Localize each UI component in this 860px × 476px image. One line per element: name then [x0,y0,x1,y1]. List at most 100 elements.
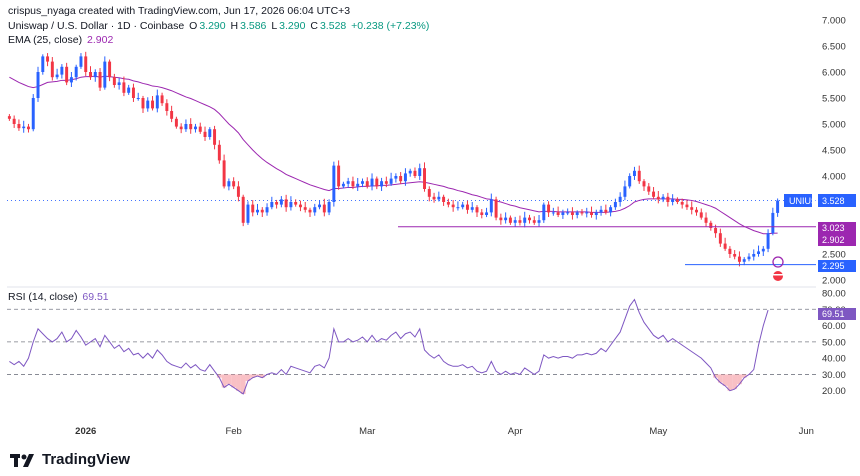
time-axis: 2026 Feb Mar Apr May Jun [75,426,814,437]
candle-body [680,202,684,205]
candle-body [699,212,703,218]
candle-body [294,202,298,205]
low-value: 3.290 [279,20,306,32]
rsi-oversold-fill [255,374,260,377]
candle-body [728,248,732,254]
candle-body [222,160,226,187]
candle-body [413,170,417,176]
candle-body [103,61,107,88]
candle-body [289,202,293,208]
candle-body [647,186,651,192]
candle-body [637,170,641,182]
symbol-name[interactable]: Uniswap / U.S. Dollar · 1D · Coinbase [8,20,185,32]
candle-body [375,178,379,187]
us-flag-icon[interactable] [773,271,783,281]
candle-body [551,212,555,214]
rsi-value: 69.51 [82,291,109,303]
rsi-oversold-fill [226,374,232,385]
candle-body [394,176,398,179]
candle-body [518,220,522,223]
rsi-oversold-fill [236,374,241,391]
candle-body [685,204,689,208]
rsi-oversold-fill [713,374,718,378]
rsi-legend[interactable]: RSI (14, close) 69.51 [8,291,111,303]
candle-body [22,126,26,129]
candle-body [284,199,288,208]
candle-body [370,178,374,187]
candle-body [442,196,446,202]
candle-body [418,168,422,176]
candle-body [547,204,551,213]
candle-body [155,95,159,109]
candle-body [322,204,326,213]
candle-body [403,173,407,182]
candle-body [714,228,718,234]
candle-body [26,126,30,130]
candle-body [12,118,16,124]
candle-body [513,220,517,223]
candle-body [389,178,393,184]
level-text: 3.023 [822,223,845,233]
candle-body [718,233,722,244]
candlestick-series [7,51,780,267]
candle-body [642,181,646,187]
open-label: O [189,20,198,32]
low-text: 2.295 [822,261,845,271]
rsi-tick-label: 30.00 [822,370,846,381]
close-value: 3.528 [319,20,347,32]
candle-body [361,181,364,184]
candle-body [432,196,436,200]
brand-name: TradingView [42,451,131,468]
ema-line [9,75,778,235]
candle-body [733,254,737,257]
candle-body [31,98,35,130]
candle-body [256,209,259,213]
candle-body [537,220,541,223]
rsi-oversold-fill [221,374,227,388]
candle-body [236,186,240,197]
candle-body [628,176,632,187]
time-tick-label: 2026 [75,426,96,437]
rsi-oversold-fill [231,374,237,388]
price-tick-label: 4.000 [822,172,846,183]
candle-body [723,243,727,249]
candle-body [108,61,112,78]
candle-body [427,189,431,197]
time-tick-label: Mar [359,426,375,437]
alert-icon[interactable] [772,256,784,268]
rsi-tick-label: 80.00 [822,289,846,300]
price-tick-label: 6.000 [822,68,846,79]
time-tick-label: Apr [508,426,523,437]
change-value: +0.238 (+7.23%) [351,20,430,32]
candle-body [632,170,636,176]
ema-legend[interactable]: EMA (25, close) 2.902 [8,34,115,46]
candle-body [98,72,102,88]
candle-body [60,66,64,75]
candle-body [704,217,708,223]
ema-label: EMA (25, close) [8,34,83,46]
candle-body [327,202,331,213]
ema-text: 2.902 [822,235,845,245]
time-tick-label: May [649,426,667,437]
price-axis: 7.0006.5006.0005.5005.0004.5004.0003.500… [7,16,846,287]
tradingview-logo[interactable]: TradingView [10,451,130,468]
rsi-oversold-fill [737,374,742,385]
us-flag-stripe [773,274,783,276]
candle-body [523,217,527,223]
candle-body [456,207,460,209]
candle-body [36,72,40,98]
candle-body [241,196,245,223]
candle-body [117,82,121,85]
candle-body [528,217,531,221]
rsi-tick-label: 20.00 [822,386,846,397]
candle-body [136,98,140,99]
candle-body [308,209,312,213]
candle-body [408,170,412,174]
candle-body [74,66,78,78]
candle-body [566,212,570,214]
ohlc-legend[interactable]: Uniswap / U.S. Dollar · 1D · Coinbase O 3… [8,20,431,32]
rsi-oversold-fill [216,374,222,378]
candle-body [504,217,508,221]
